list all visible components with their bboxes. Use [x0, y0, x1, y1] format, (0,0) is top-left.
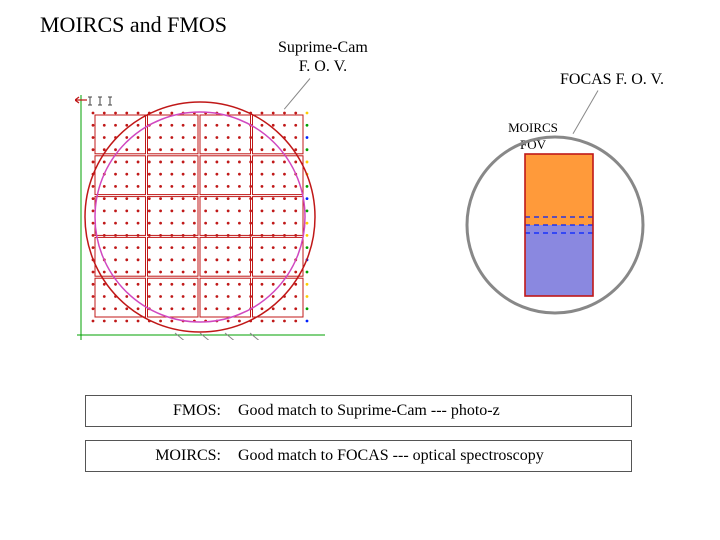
- suprime-cam-label: Suprime-Cam F. O. V.: [278, 38, 368, 76]
- summary-fmos-text: Good match to Suprime-Cam --- photo-z: [238, 402, 500, 420]
- summary-moircs-box: MOIRCS: Good match to FOCAS --- optical …: [85, 440, 632, 472]
- focas-moircs-diagram: [460, 130, 650, 320]
- leader-focas: [573, 90, 599, 134]
- summary-moircs-label: MOIRCS:: [86, 447, 221, 465]
- summary-moircs-text: Good match to FOCAS --- optical spectros…: [238, 447, 544, 465]
- summary-fmos-box: FMOS: Good match to Suprime-Cam --- phot…: [85, 395, 632, 427]
- summary-fmos-label: FMOS:: [86, 402, 221, 420]
- page-title: MOIRCS and FMOS: [40, 12, 227, 38]
- suprime-fmos-diagram: [75, 95, 325, 340]
- focas-label: FOCAS F. O. V.: [560, 70, 664, 89]
